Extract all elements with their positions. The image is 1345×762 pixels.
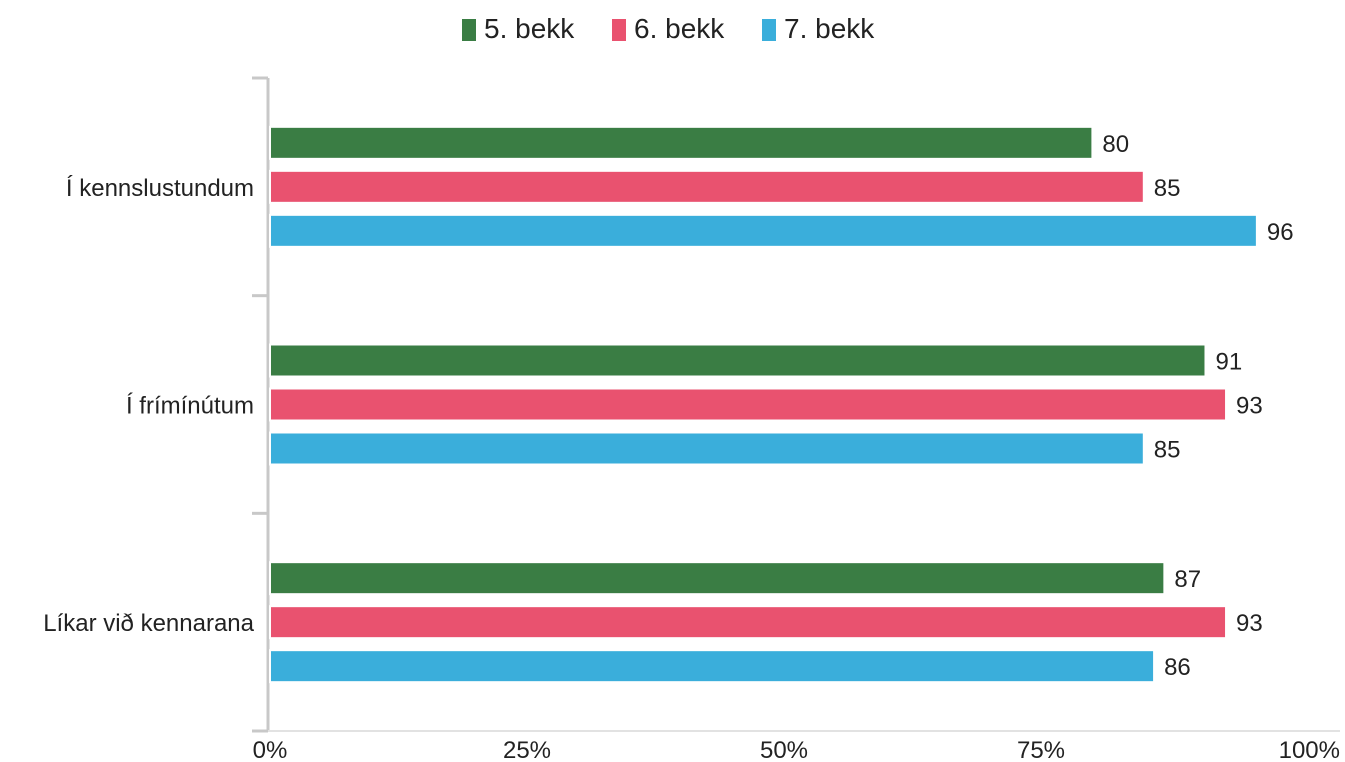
bar-1-3 xyxy=(269,561,1166,596)
data-label: 85 xyxy=(1154,175,1181,202)
x-tick-label: 75% xyxy=(1017,737,1065,762)
data-label: 85 xyxy=(1154,437,1181,464)
legend-label-1: 5. bekk xyxy=(484,13,575,44)
data-label: 93 xyxy=(1236,610,1263,637)
legend-swatch-1 xyxy=(462,19,476,41)
category-label: Í frímínútum xyxy=(126,393,254,420)
legend-swatch-3 xyxy=(762,19,776,41)
data-label: 80 xyxy=(1102,131,1129,158)
data-label: 96 xyxy=(1267,219,1294,246)
x-tick-label: 25% xyxy=(503,737,551,762)
bar-3-2 xyxy=(269,431,1145,466)
bar-2-1 xyxy=(269,169,1145,204)
data-label: 87 xyxy=(1174,566,1201,593)
bar-2-3 xyxy=(269,605,1228,640)
category-label: Í kennslustundum xyxy=(66,175,254,202)
data-label: 86 xyxy=(1164,654,1191,681)
x-tick-label: 100% xyxy=(1279,737,1340,762)
bar-3-1 xyxy=(269,213,1258,248)
legend-label-2: 6. bekk xyxy=(634,13,725,44)
x-tick-label: 0% xyxy=(253,737,288,762)
legend-label-3: 7. bekk xyxy=(784,13,875,44)
category-label: Líkar við kennarana xyxy=(43,610,254,637)
bar-1-2 xyxy=(269,343,1207,378)
bar-3-3 xyxy=(269,649,1156,684)
bar-2-2 xyxy=(269,387,1228,422)
bar-1-1 xyxy=(269,125,1094,160)
data-label: 91 xyxy=(1215,349,1242,376)
data-label: 93 xyxy=(1236,393,1263,420)
x-tick-label: 50% xyxy=(760,737,808,762)
legend-swatch-2 xyxy=(612,19,626,41)
